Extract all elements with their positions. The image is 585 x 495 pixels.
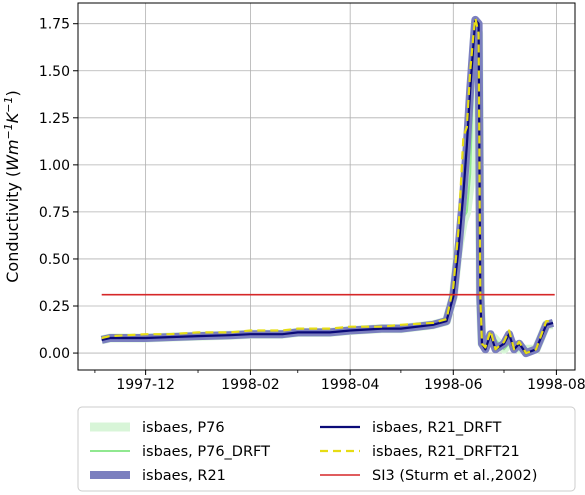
legend-box xyxy=(77,406,576,492)
series-line-0 xyxy=(100,19,553,354)
y-tick-label: 1.50 xyxy=(39,64,70,80)
y-tick-label: 0.50 xyxy=(39,252,70,268)
x-tick-label: 1998-02 xyxy=(221,377,280,393)
legend-label: isbaes, R21_DRFT xyxy=(372,420,501,436)
x-tick-label: 1998-08 xyxy=(527,377,585,393)
legend: isbaes, P76 isbaes, P76_DRFT isbaes, R21 is… xyxy=(77,406,576,492)
legend-label: SI3 (Sturm et al.,2002) xyxy=(372,468,537,484)
series-layer xyxy=(100,15,555,358)
legend-label: isbaes, R21 xyxy=(142,468,226,484)
series-line-4 xyxy=(101,17,553,355)
x-tick-label: 1997-12 xyxy=(116,377,175,393)
x-tick-label: 1998-04 xyxy=(321,377,380,393)
y-tick-label: 1.00 xyxy=(39,158,70,174)
y-tick-label: 1.75 xyxy=(39,17,70,33)
legend-label: isbaes, P76_DRFT xyxy=(142,444,270,460)
legend-label: isbaes, R21_DRFT21 xyxy=(372,444,520,460)
y-tick-label: 0.25 xyxy=(39,299,70,315)
series-line-3 xyxy=(101,18,554,355)
y-tick-label: 0.75 xyxy=(39,205,70,221)
y-axis: 0.00 0.25 0.50 0.75 1.00 1.25 1.50 1.75 xyxy=(39,17,78,362)
grid-lines xyxy=(78,3,575,370)
x-tick-label: 1998-06 xyxy=(424,377,483,393)
series-line-2 xyxy=(100,15,555,358)
plot-frame xyxy=(77,2,576,371)
y-tick-label: 1.25 xyxy=(39,111,70,127)
y-tick-label: 0.00 xyxy=(39,346,70,362)
x-axis: 1997-12 1998-02 1998-04 1998-06 1998-08 xyxy=(94,370,585,393)
series-line-1 xyxy=(101,22,553,351)
legend-label: isbaes, P76 xyxy=(142,420,225,436)
y-axis-label: Conductivity (Wm−1K−1) xyxy=(2,90,23,283)
